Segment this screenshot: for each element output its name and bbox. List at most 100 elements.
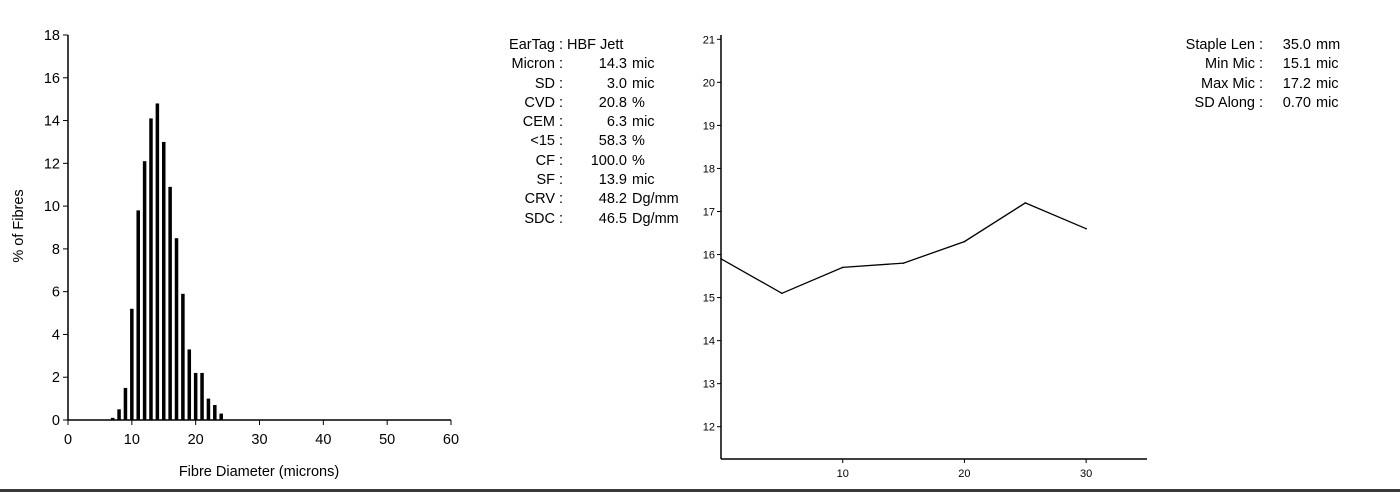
hist-bar: [213, 405, 217, 420]
hist-bar: [206, 398, 211, 420]
fibre-stat-value: 58.3: [598, 133, 627, 150]
fibre-stat-row: SF: 13.9 mic: [475, 171, 687, 190]
hist-bar: [219, 413, 223, 420]
staple-stat-row: SD Along: 0.70 mic: [1150, 94, 1362, 113]
line-y-tick-label: 17: [703, 206, 715, 218]
hist-x-tick-label: 40: [315, 432, 331, 448]
staple-stat-row: Staple Len: 35.0 mm: [1150, 36, 1362, 55]
fibre-stat-separator: :: [558, 133, 564, 150]
fibre-stat-row: CEM: 6.3 mic: [475, 113, 687, 132]
hist-bar: [168, 186, 172, 420]
fibre-stat-label: CRV: [524, 191, 555, 208]
staple-stat-value: 15.1: [1282, 56, 1311, 73]
staple-stat-value: 17.2: [1282, 75, 1311, 92]
staple-stat-separator: :: [1258, 94, 1264, 111]
fibre-stat-separator: :: [558, 94, 564, 111]
hist-x-tick-label: 30: [251, 432, 267, 448]
micron-profile-point: [720, 258, 722, 260]
line-plot-area: 12 13 14 15 16 17 18 19 20 21 10 20 30: [703, 34, 1147, 480]
staple-stat-row: Max Mic: 17.2 mic: [1150, 75, 1362, 94]
staple-stat-label: Min Mic: [1205, 56, 1255, 73]
fibre-stat-separator: :: [558, 114, 564, 131]
bottom-rule: [0, 489, 1400, 492]
fibre-stat-label: CVD: [524, 94, 555, 111]
staple-stat-unit: mm: [1316, 37, 1341, 53]
hist-bar: [200, 372, 204, 420]
hist-bar: [110, 417, 115, 420]
line-y-tick-label: 20: [703, 77, 715, 89]
staple-stat-unit: mic: [1316, 75, 1339, 92]
fibre-stat-row: CVD: 20.8%: [475, 94, 687, 113]
fibre-stat-separator: :: [558, 152, 564, 169]
hist-ylabel: % of Fibres: [11, 189, 27, 262]
fibre-stat-unit: mic: [632, 75, 655, 92]
fibre-stat-row: <15: 58.3%: [475, 132, 687, 151]
fibre-stat-row: CF: 100.0%: [475, 152, 687, 171]
line-x-tick-label: 20: [958, 468, 970, 480]
staple-stat-separator: :: [1258, 56, 1264, 73]
staple-stat-row: Min Mic: 15.1 mic: [1150, 55, 1362, 74]
staple-stat-unit: mic: [1316, 56, 1339, 73]
fibre-stat-label: SDC: [524, 210, 555, 227]
hist-x-tick-label: 20: [188, 432, 204, 448]
staple-stat-label: SD Along: [1194, 94, 1255, 111]
micron-profile-point: [841, 266, 844, 269]
fibre-stat-unit: %: [632, 94, 645, 111]
fibre-stat-value: 6.3: [606, 114, 627, 131]
fibre-stat-label: CF: [535, 152, 555, 169]
fibre-stat-value: 20.8: [598, 94, 627, 111]
staple-stat-label: Staple Len: [1185, 37, 1255, 53]
hist-bar: [123, 387, 128, 420]
fibre-stats-panel: EarTag: HBF Jett Micron:14.3 mic SD:3.0 mic CV…: [475, 36, 687, 229]
along-staple-profile-chart: 12 13 14 15 16 17 18 19 20 21 10 20 30: [703, 34, 1147, 480]
fibre-stat-unit: %: [632, 152, 645, 169]
fibre-stat-unit: mic: [632, 172, 655, 189]
staple-stat-label: Max Mic: [1201, 75, 1255, 92]
line-y-tick-label: 12: [703, 422, 715, 434]
fibre-stat-value: 3.0: [606, 75, 627, 92]
micron-profile-line: [720, 202, 1087, 295]
fibre-stat-row: EarTag: HBF Jett: [475, 36, 687, 55]
hist-plot-area: 0 2 4 6 8 10 12 14 16 18 0 10 20 30 40 50 60: [44, 28, 459, 448]
fibre-stat-value: 14.3: [598, 56, 627, 73]
fibre-stat-separator: :: [558, 172, 564, 189]
hist-bar: [149, 118, 153, 421]
hist-y-tick-label: 4: [52, 327, 60, 343]
staple-stat-unit: mic: [1316, 94, 1339, 111]
fibre-stat-row: SDC: 46.5 Dg/mm: [475, 210, 687, 229]
fibre-stat-separator: :: [558, 191, 564, 208]
line-y-tick-label: 13: [703, 379, 715, 391]
staple-stat-value: 0.70: [1282, 94, 1311, 111]
fibre-stat-label: CEM: [522, 114, 555, 131]
fibre-stat-label: EarTag: [509, 37, 555, 53]
hist-x-tick-label: 0: [64, 432, 72, 448]
fibre-stat-separator: :: [558, 37, 564, 53]
fibre-stat-unit: Dg/mm: [632, 210, 679, 227]
fibre-stat-row: CRV: 48.2 Dg/mm: [475, 190, 687, 209]
fibre-stat-unit: Dg/mm: [632, 191, 679, 208]
hist-y-tick-label: 2: [52, 370, 60, 386]
micron-profile-point: [963, 240, 966, 243]
hist-y-tick-label: 12: [44, 156, 60, 172]
line-x-tick-label: 30: [1080, 468, 1092, 480]
line-y-tick-label: 16: [703, 250, 715, 262]
hist-y-tick-label: 8: [52, 242, 60, 258]
hist-bar: [193, 372, 198, 420]
hist-bar: [117, 409, 121, 420]
micron-profile-point: [1024, 202, 1027, 204]
hist-xlabel: Fibre Diameter (microns): [179, 464, 339, 480]
hist-x-tick-label: 50: [379, 432, 395, 448]
hist-y-tick-label: 16: [44, 71, 60, 87]
hist-bar: [187, 349, 192, 420]
hist-x-tick-label: 10: [124, 432, 140, 448]
line-y-tick-label: 14: [703, 336, 715, 348]
fibre-stat-label: <15: [530, 133, 555, 150]
hist-bar: [174, 238, 179, 420]
fibre-stat-unit: mic: [632, 56, 655, 73]
fibre-stat-value: 13.9: [598, 172, 627, 189]
fibre-stat-separator: :: [558, 210, 564, 227]
hist-bar: [155, 103, 160, 420]
fibre-stat-value: 46.5: [598, 210, 627, 227]
fibre-stat-unit: %: [632, 133, 645, 150]
hist-bar: [130, 308, 134, 420]
